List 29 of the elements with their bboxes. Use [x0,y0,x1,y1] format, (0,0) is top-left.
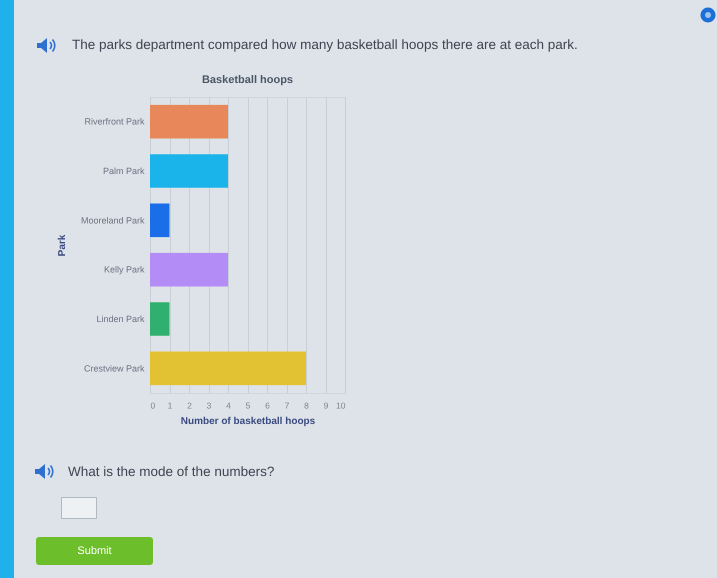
submit-button: Submit [36,537,153,565]
text: What is the mode of the numbers? [68,464,274,480]
x-tick-label: 6 [265,400,270,410]
y-tick-label: Riverfront Park [84,116,145,127]
bar [150,154,228,188]
y-tick-label: Kelly Park [104,264,145,275]
y-tick-label: Linden Park [96,314,145,324]
y-tick-label: Mooreland Park [80,215,145,226]
x-tick-label: 1 [168,400,173,410]
bar [150,302,170,336]
bar [150,252,228,286]
y-tick-label: Palm Park [102,166,145,176]
x-tick-label: 9 [324,400,329,410]
chart-title: Basketball hoops [202,74,294,86]
x-axis-title: Number of basketball hoops [180,416,316,427]
x-tick-label: 8 [304,400,310,410]
x-tick-label: 10 [336,400,346,410]
bar [150,204,170,238]
y-axis-title: Park [56,234,68,256]
text: The parks department compared how many basketball hoops there are at each park. [72,37,578,53]
bar [150,104,228,138]
y-tick-label: Crestview Park [84,363,145,374]
x-tick-label: 7 [284,400,290,410]
x-tick-label: 2 [187,400,192,410]
x-tick-label: 3 [206,400,212,410]
x-tick-label: 0 [150,400,156,410]
x-tick-label: 5 [246,400,251,410]
bar [150,352,306,386]
x-tick-label: 4 [226,400,232,410]
